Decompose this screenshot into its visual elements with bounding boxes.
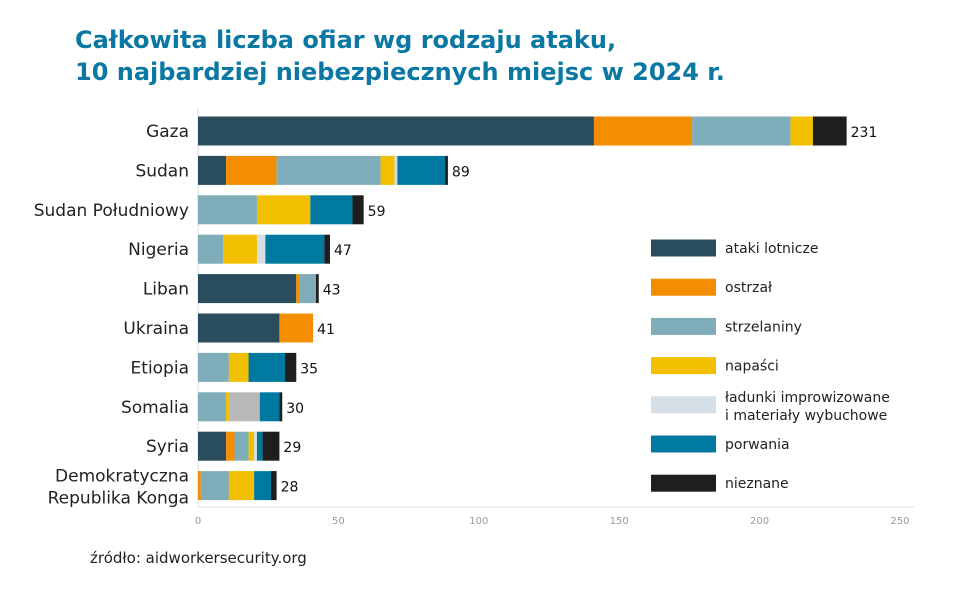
- legend-swatch: [651, 317, 716, 335]
- category-label: Ukraina: [123, 319, 189, 339]
- category-label: Sudan: [135, 161, 189, 181]
- bar-segment: [228, 471, 255, 501]
- bar-segment: [228, 352, 249, 382]
- bar-segment: [254, 431, 257, 461]
- total-label: 89: [452, 164, 470, 180]
- category-label-line: Republika Konga: [48, 489, 189, 509]
- legend-label-line: ładunki improwizowane: [725, 390, 890, 406]
- bar-segment: [790, 116, 813, 146]
- bar-segment: [198, 471, 201, 501]
- total-label: 35: [300, 361, 318, 377]
- total-label: 59: [368, 204, 386, 220]
- total-label: 41: [317, 322, 335, 338]
- legend-label-line: i materiały wybuchowe: [725, 408, 887, 424]
- x-tick-label: 100: [469, 516, 488, 527]
- bar-segment: [226, 431, 235, 461]
- bar-segment: [198, 313, 280, 343]
- bar-segment: [198, 274, 297, 304]
- bar-segment: [259, 392, 280, 422]
- x-tick-label: 150: [610, 516, 629, 527]
- x-tick-label: 50: [332, 516, 345, 527]
- x-tick-label: 200: [750, 516, 769, 527]
- bar-segment: [234, 431, 249, 461]
- bar-segment: [812, 116, 847, 146]
- total-label: 43: [323, 283, 341, 299]
- legend-swatch: [651, 396, 716, 414]
- legend-label: porwania: [725, 437, 790, 453]
- bar-segment: [262, 431, 280, 461]
- bar-segment: [226, 155, 277, 185]
- bar-segment: [397, 155, 446, 185]
- bar-segment: [198, 234, 224, 264]
- category-label: Liban: [143, 280, 189, 300]
- chart-title: Całkowita liczba ofiar wg rodzaju ataku,…: [75, 24, 725, 88]
- bar-segment: [299, 274, 316, 304]
- bar-segment: [271, 471, 277, 501]
- bar-segment: [279, 313, 314, 343]
- legend-swatch: [651, 435, 716, 453]
- bar-segment: [445, 155, 448, 185]
- bar-segment: [198, 431, 227, 461]
- category-label: Somalia: [121, 398, 189, 418]
- bar-segment: [256, 234, 266, 264]
- category-label-line: Demokratyczna: [55, 467, 189, 487]
- source-note: źródło: aidworkersecurity.org: [90, 549, 307, 567]
- category-label: Syria: [146, 437, 189, 457]
- bar-segment: [248, 431, 255, 461]
- bar-segment: [276, 155, 381, 185]
- legend-swatch: [651, 357, 716, 375]
- bar-segment: [296, 274, 300, 304]
- total-label: 30: [286, 401, 304, 417]
- bar-segment: [265, 234, 325, 264]
- bar-segment: [310, 195, 353, 225]
- category-label: Sudan Południowy: [34, 201, 189, 221]
- x-tick-label: 0: [195, 516, 201, 527]
- title-line-2: 10 najbardziej niebezpiecznych miejsc w …: [75, 58, 725, 86]
- bar-segment: [198, 155, 227, 185]
- bar-segment: [198, 195, 257, 225]
- bar-segment: [256, 431, 263, 461]
- bar-segment: [692, 116, 791, 146]
- bar-segment: [380, 155, 395, 185]
- bar-segment: [228, 392, 260, 422]
- legend-swatch: [651, 239, 716, 257]
- legend-label: strzelaniny: [725, 319, 802, 335]
- total-label: 47: [334, 243, 352, 259]
- category-label: Gaza: [146, 122, 189, 142]
- bar-segment: [315, 274, 319, 304]
- total-label: 231: [851, 125, 878, 141]
- bar-segment: [226, 392, 229, 422]
- bar-segment: [256, 195, 311, 225]
- legend-label: nieznane: [725, 476, 789, 492]
- bar-segment: [198, 392, 227, 422]
- legend-label: napaści: [725, 359, 779, 375]
- x-tick-label: 250: [890, 516, 909, 527]
- legend-label: ostrzał: [725, 280, 772, 296]
- title-line-1: Całkowita liczba ofiar wg rodzaju ataku,: [75, 26, 617, 54]
- category-label: Nigeria: [128, 240, 189, 260]
- bar-segment: [279, 392, 283, 422]
- bar-segment: [223, 234, 257, 264]
- total-label: 29: [283, 440, 301, 456]
- bar-segment: [352, 195, 364, 225]
- bar-segment: [324, 234, 330, 264]
- bar-segment: [285, 352, 297, 382]
- legend-swatch: [651, 474, 716, 492]
- bar-segment: [254, 471, 272, 501]
- bar-segment: [248, 352, 286, 382]
- total-label: 28: [281, 480, 299, 496]
- bar-segment: [593, 116, 693, 146]
- legend-swatch: [651, 278, 716, 296]
- bar-segment: [200, 471, 229, 501]
- bar-segment: [198, 116, 594, 146]
- bar-segment: [198, 352, 229, 382]
- bar-segment: [394, 155, 398, 185]
- legend-label: ataki lotnicze: [725, 241, 818, 257]
- category-label: Etiopia: [131, 358, 189, 378]
